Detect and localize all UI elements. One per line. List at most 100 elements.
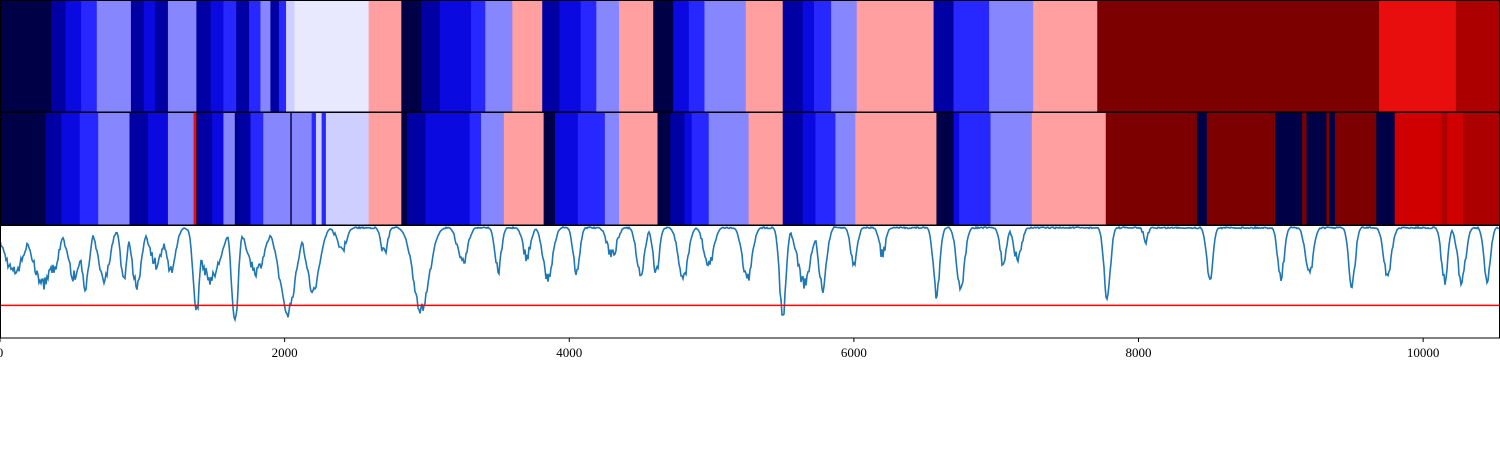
state-segment [1376, 113, 1396, 225]
state-segment [0, 113, 47, 225]
state-segment [657, 113, 671, 225]
state-segment [835, 113, 856, 225]
signal-line-panel [0, 225, 1500, 323]
state-segment [1455, 1, 1500, 112]
state-segment [673, 1, 690, 112]
state-segment [81, 1, 98, 112]
state-segment [1097, 1, 1380, 112]
state-segment [130, 1, 145, 112]
state-segment [855, 113, 938, 225]
state-segment [250, 113, 264, 225]
state-segment [577, 113, 606, 225]
state-segment [559, 1, 582, 112]
state-segment [469, 113, 482, 225]
state-segment [503, 113, 545, 225]
state-segment [1463, 113, 1500, 225]
state-segment [1441, 113, 1448, 225]
state-segment [471, 1, 486, 112]
state-segment [1275, 113, 1303, 225]
x-tick-label: 2000 [272, 345, 298, 360]
state-segment [311, 113, 317, 225]
state-segment [143, 1, 156, 112]
state-segment [421, 1, 441, 112]
state-segment [704, 1, 747, 112]
state-segment [708, 113, 750, 225]
state-segment [223, 113, 236, 225]
state-segment [684, 113, 693, 225]
state-segment [815, 113, 836, 225]
segmentation-strip-bottom [0, 113, 1500, 225]
state-segment [368, 113, 402, 225]
state-segment [959, 113, 992, 225]
state-segment [542, 1, 560, 112]
state-segment [291, 113, 313, 225]
state-segment [260, 1, 271, 112]
state-segment [989, 1, 1034, 112]
state-segment [294, 1, 370, 112]
state-segment [670, 113, 686, 225]
state-segment [196, 1, 212, 112]
state-segment [953, 113, 960, 225]
state-segment [167, 1, 197, 112]
state-segment [401, 1, 422, 112]
state-segment [782, 113, 804, 225]
state-segment [368, 1, 402, 112]
x-tick-label: 8000 [1126, 345, 1152, 360]
state-segment [249, 1, 262, 112]
state-segment [51, 1, 67, 112]
state-segment [748, 113, 784, 225]
state-segment [155, 1, 169, 112]
state-segment [953, 1, 990, 112]
state-segment [193, 113, 197, 225]
state-segment [212, 113, 225, 225]
state-segment [79, 113, 99, 225]
state-segment [148, 113, 169, 225]
state-segment [1334, 113, 1377, 225]
state-segment [1329, 113, 1336, 225]
state-segment [831, 1, 858, 112]
state-segment [401, 113, 408, 225]
state-segment [856, 1, 935, 112]
state-segment [210, 1, 225, 112]
state-segment [1031, 113, 1107, 225]
state-segment [990, 113, 1033, 225]
state-segment [814, 1, 832, 112]
state-segment [1105, 113, 1198, 225]
state-segment [1379, 1, 1457, 112]
state-segment [196, 113, 199, 225]
state-segment [802, 113, 817, 225]
state-segment [933, 1, 955, 112]
state-segment [782, 1, 804, 112]
state-segment [65, 1, 82, 112]
state-segment [619, 1, 654, 112]
state-segment [1033, 1, 1098, 112]
state-segment [236, 113, 252, 225]
state-segment [45, 113, 62, 225]
state-segment [555, 113, 579, 225]
x-tick-label: 6000 [841, 345, 867, 360]
state-segment [1326, 113, 1330, 225]
state-segment [596, 1, 620, 112]
state-segment [0, 1, 52, 112]
state-segment [653, 1, 674, 112]
state-segment [129, 113, 149, 225]
state-segment [407, 113, 427, 225]
state-segment [1394, 113, 1443, 225]
state-segment [580, 1, 597, 112]
state-segment [223, 1, 237, 112]
state-segment [167, 113, 195, 225]
state-segment [1206, 113, 1276, 225]
state-segment [270, 1, 280, 112]
x-axis: 0 2000 4000 6000 8000 10000 [0, 338, 1439, 360]
state-segment [278, 1, 287, 112]
state-segment [286, 1, 296, 112]
state-segment [321, 113, 327, 225]
state-segment [96, 1, 132, 112]
state-segment [325, 113, 370, 225]
state-segment [802, 1, 815, 112]
state-segment [425, 113, 471, 225]
segmentation-strip-top [0, 1, 1500, 112]
state-segment [485, 1, 513, 112]
series-line [0, 225, 1500, 323]
state-segment [439, 1, 472, 112]
